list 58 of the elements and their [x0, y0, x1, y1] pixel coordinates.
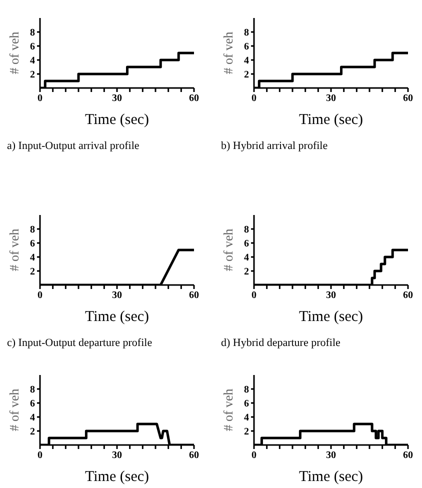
x-tick-label: 0 — [38, 93, 42, 104]
x-tick-label: 60 — [189, 290, 199, 302]
y-tick-label: 4 — [244, 56, 249, 67]
x-tick-label: 60 — [189, 450, 199, 462]
y-tick-label: 8 — [244, 384, 249, 396]
y-axis-title: # of veh — [6, 388, 22, 432]
x-axis-title: Time (sec) — [84, 469, 150, 485]
x-axis-title: Time (sec) — [298, 469, 364, 485]
y-tick-label: 2 — [244, 70, 249, 81]
y-tick-label: 8 — [30, 384, 35, 396]
y-axis-title: # of veh — [220, 228, 236, 272]
y-tick-label: 2 — [30, 266, 35, 278]
x-tick-label: 30 — [112, 450, 122, 462]
y-tick-label: 2 — [244, 426, 249, 438]
y-axis-title: # of veh — [6, 31, 22, 74]
x-axis-title: Time (sec) — [298, 309, 364, 325]
y-tick-label: 2 — [30, 70, 35, 81]
x-tick-label: 0 — [252, 290, 256, 302]
text: b) Hybrid arrival profile — [221, 140, 328, 152]
x-axis-title: Time (sec) — [298, 112, 364, 128]
y-tick-label: 4 — [30, 56, 35, 67]
x-tick-label: 30 — [326, 290, 336, 302]
y-axis-title: # of veh — [220, 31, 236, 74]
y-tick-label: 6 — [30, 42, 35, 53]
y-tick-label: 4 — [30, 252, 35, 264]
y-tick-label: 6 — [30, 398, 35, 410]
x-tick-label: 60 — [403, 450, 413, 462]
y-tick-label: 4 — [244, 252, 249, 264]
y-tick-label: 2 — [30, 426, 35, 438]
y-tick-label: 8 — [30, 28, 35, 39]
y-tick-label: 8 — [244, 28, 249, 39]
x-tick-label: 0 — [252, 450, 256, 462]
y-tick-label: 2 — [244, 266, 249, 278]
text: a) Input-Output arrival profile — [7, 140, 140, 152]
y-tick-label: 4 — [30, 412, 35, 424]
text: c) Input-Output departure profile — [7, 337, 152, 349]
y-tick-label: 6 — [30, 238, 35, 250]
x-tick-label: 60 — [403, 290, 413, 302]
x-axis-title: Time (sec) — [84, 112, 150, 128]
y-tick-label: 8 — [244, 224, 249, 236]
y-tick-label: 6 — [244, 398, 249, 410]
x-tick-label: 0 — [252, 93, 256, 104]
y-axis-title: # of veh — [220, 388, 236, 432]
x-tick-label: 60 — [403, 93, 413, 104]
text: d) Hybrid departure profile — [221, 337, 340, 349]
x-tick-label: 60 — [189, 93, 199, 104]
x-tick-label: 30 — [326, 450, 336, 462]
x-tick-label: 30 — [112, 93, 122, 104]
x-tick-label: 0 — [38, 290, 42, 302]
x-tick-label: 30 — [112, 290, 122, 302]
y-tick-label: 6 — [244, 42, 249, 53]
x-axis-title: Time (sec) — [84, 309, 150, 325]
y-tick-label: 4 — [244, 412, 249, 424]
y-axis-title: # of veh — [6, 228, 22, 272]
x-tick-label: 0 — [38, 450, 42, 462]
y-tick-label: 8 — [30, 224, 35, 236]
y-tick-label: 6 — [244, 238, 249, 250]
x-tick-label: 30 — [326, 93, 336, 104]
